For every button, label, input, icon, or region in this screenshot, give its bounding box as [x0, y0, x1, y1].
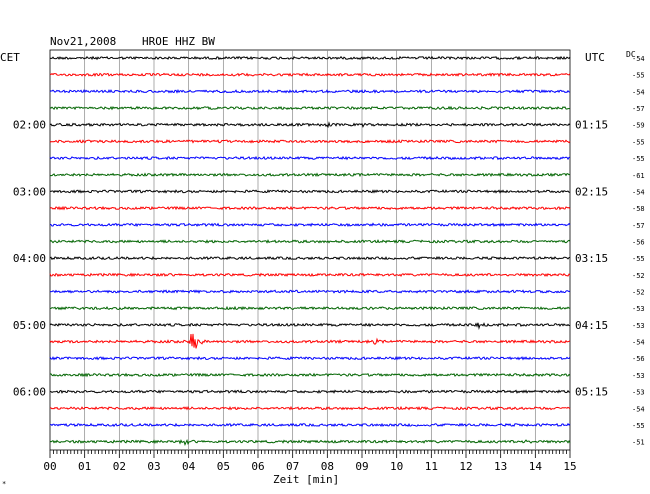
trace-8: [49, 189, 570, 194]
left-time-label: 06:00: [13, 386, 46, 399]
right-zone-label: UTC: [585, 51, 605, 64]
x-tick-label: 05: [217, 460, 230, 473]
left-time-label: 05:00: [13, 319, 46, 332]
dc-value: -55: [632, 138, 645, 146]
trace-22: [49, 422, 571, 428]
time-labels: 02:00 03:00 04:00 05:00 06:00 01:15 02:15 03:15…: [13, 55, 645, 447]
trace-11: [49, 239, 571, 244]
dc-value: -54: [632, 88, 645, 96]
dc-value: -55: [632, 72, 645, 80]
dc-value: -51: [632, 439, 645, 447]
x-tick-label: 10: [390, 460, 403, 473]
x-tick-label: 01: [78, 460, 91, 473]
dc-value: -59: [632, 122, 645, 130]
trace-0: [49, 55, 571, 61]
trace-5: [49, 139, 571, 144]
x-tick-label: 04: [182, 460, 196, 473]
trace-9: [49, 205, 571, 211]
dc-value: -57: [632, 105, 645, 113]
dc-value: -54: [632, 55, 645, 63]
x-tick-label: 02: [113, 460, 126, 473]
x-tick-label: 03: [147, 460, 160, 473]
right-time-label: 03:15: [575, 252, 608, 265]
dc-value: -53: [632, 305, 645, 313]
time-axis: 00 01 02 03 04 05 06 07 08 09 10 11 12 13 14 15: [43, 450, 577, 473]
trace-7: [49, 172, 571, 178]
dc-value: -56: [632, 238, 645, 246]
dc-value: -52: [632, 289, 645, 297]
dc-value: -54: [632, 188, 645, 196]
x-tick-label: 12: [459, 460, 472, 473]
dc-value: -61: [632, 172, 645, 180]
x-tick-label: 11: [425, 460, 438, 473]
left-time-label: 03:00: [13, 185, 46, 198]
trace-10: [49, 222, 571, 228]
trace-16: [49, 322, 571, 330]
trace-15: [49, 305, 571, 311]
x-tick-label: 08: [321, 460, 334, 473]
trace-12: [49, 255, 571, 261]
trace-23: [49, 438, 571, 447]
trace-3: [49, 105, 570, 111]
x-tick-label: 00: [43, 460, 56, 473]
grid: [49, 49, 571, 451]
x-tick-label: 07: [286, 460, 299, 473]
dc-value: -55: [632, 255, 645, 263]
dc-label: DC: [626, 50, 636, 59]
trace-21: [49, 405, 571, 411]
chart-station: HROE HHZ BW: [142, 35, 215, 48]
dc-value: -55: [632, 422, 645, 430]
dc-value: -57: [632, 222, 645, 230]
trace-4: [49, 121, 571, 129]
x-tick-label: 09: [355, 460, 368, 473]
dc-value: -56: [632, 355, 645, 363]
x-tick-label: 14: [529, 460, 543, 473]
dc-value: -53: [632, 372, 645, 380]
trace-13: [49, 272, 571, 278]
x-axis-label: Zeit [min]: [273, 473, 339, 486]
x-tick-label: 06: [251, 460, 264, 473]
left-time-label: 04:00: [13, 252, 46, 265]
dc-value: -53: [632, 322, 645, 330]
right-time-label: 02:15: [575, 185, 608, 198]
left-zone-label: CET: [0, 51, 20, 64]
trace-1: [49, 72, 571, 78]
x-tick-label: 13: [494, 460, 507, 473]
dc-value: -53: [632, 389, 645, 397]
dc-value: -55: [632, 155, 645, 163]
dc-value: -52: [632, 272, 645, 280]
right-time-label: 05:15: [575, 386, 608, 399]
trace-19: [49, 372, 571, 378]
left-time-label: 02:00: [13, 119, 46, 132]
chart-date: Nov21,2008: [50, 35, 116, 48]
right-time-label: 04:15: [575, 319, 608, 332]
right-time-label: 01:15: [575, 119, 608, 132]
trace-17: [49, 333, 571, 349]
trace-20: [50, 389, 571, 394]
plot-frame: [49, 49, 571, 451]
dc-value: -54: [632, 339, 645, 347]
x-tick-label: 15: [563, 460, 576, 473]
trace-14: [49, 289, 571, 294]
dc-value: -54: [632, 405, 645, 413]
dc-value: -58: [632, 205, 645, 213]
trace-6: [49, 155, 570, 161]
traces: [49, 55, 571, 447]
trace-2: [49, 89, 571, 94]
corner-mark: *: [2, 480, 6, 488]
trace-18: [49, 355, 571, 361]
